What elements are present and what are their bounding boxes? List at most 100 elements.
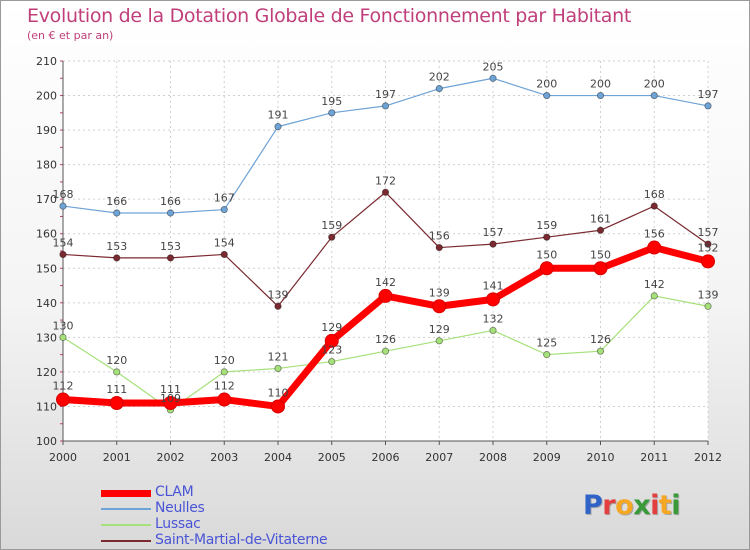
data-point-neulles <box>435 85 443 93</box>
data-point-saint-martial-de-vitaterne <box>166 254 175 262</box>
chart-title: Evolution de la Dotation Globale de Fonc… <box>27 5 632 27</box>
data-point-saint-martial-de-vitaterne <box>328 233 336 241</box>
data-label-neulles: 200 <box>536 78 557 91</box>
logo-letter: P <box>583 490 603 521</box>
data-label-saint-martial-de-vitaterne: 154 <box>53 236 74 249</box>
data-point-neulles <box>543 91 551 100</box>
legend-swatch-neulles <box>101 508 151 510</box>
x-tick-label: 2004 <box>264 451 292 464</box>
data-label-saint-martial-de-vitaterne: 157 <box>483 226 504 239</box>
data-point-lussac <box>381 347 390 355</box>
y-tick-label: 180 <box>36 159 57 172</box>
legend-swatch-saint-martial-de-vitaterne <box>101 540 151 542</box>
data-point-clam <box>432 299 447 314</box>
data-point-lussac <box>489 326 497 335</box>
data-point-lussac <box>274 364 282 373</box>
data-label-neulles: 197 <box>698 88 719 101</box>
data-point-clam <box>163 396 178 410</box>
y-tick-label: 110 <box>36 400 57 413</box>
x-tick-label: 2011 <box>640 451 668 464</box>
data-label-clam: 111 <box>160 383 181 396</box>
legend-item-lussac: Lussac <box>101 516 381 533</box>
data-label-lussac: 142 <box>644 278 665 291</box>
data-label-lussac: 130 <box>53 319 74 332</box>
y-tick-label: 130 <box>36 331 57 344</box>
data-label-lussac: 120 <box>106 354 127 367</box>
data-point-neulles <box>596 91 605 100</box>
x-tick-label: 2002 <box>157 451 185 464</box>
data-point-clam <box>109 396 124 410</box>
data-point-clam <box>701 254 715 269</box>
data-point-clam <box>647 240 662 255</box>
data-point-saint-martial-de-vitaterne <box>113 254 121 262</box>
data-point-clam <box>324 333 339 348</box>
data-point-saint-martial-de-vitaterne <box>596 226 605 234</box>
data-point-saint-martial-de-vitaterne <box>59 250 67 259</box>
data-label-neulles: 205 <box>483 60 504 73</box>
data-label-clam: 139 <box>429 286 450 299</box>
data-label-lussac: 125 <box>536 337 557 350</box>
data-point-lussac <box>596 347 605 355</box>
data-point-lussac <box>650 292 658 300</box>
legend-label-clam: CLAM <box>155 484 194 500</box>
data-label-clam: 150 <box>536 248 557 261</box>
data-label-saint-martial-de-vitaterne: 156 <box>429 230 450 243</box>
data-label-lussac: 123 <box>321 344 342 357</box>
data-point-saint-martial-de-vitaterne <box>489 240 497 248</box>
data-label-lussac: 126 <box>375 333 396 346</box>
data-label-saint-martial-de-vitaterne: 153 <box>106 240 127 253</box>
data-label-saint-martial-de-vitaterne: 159 <box>321 219 342 232</box>
y-tick-label: 210 <box>36 55 57 68</box>
data-label-saint-martial-de-vitaterne: 161 <box>590 212 611 225</box>
data-point-clam <box>378 288 393 303</box>
data-point-neulles <box>59 202 67 210</box>
y-tick-label: 150 <box>36 262 57 275</box>
data-label-lussac: 109 <box>160 392 181 405</box>
data-point-neulles <box>220 205 228 214</box>
data-point-neulles <box>113 209 121 217</box>
data-label-clam: 112 <box>214 380 235 393</box>
data-label-clam: 112 <box>53 380 74 393</box>
data-label-neulles: 168 <box>53 188 74 201</box>
chart-legend: CLAM Neulles Lussac Saint-Martial-de-Vitate… <box>101 484 381 549</box>
data-point-lussac <box>59 333 67 341</box>
data-point-lussac <box>435 337 443 345</box>
legend-label-neulles: Neulles <box>155 500 205 516</box>
data-point-clam <box>486 292 500 307</box>
legend-label-saint-martial-de-vitaterne: Saint-Martial-de-Vitaterne <box>155 532 328 548</box>
x-tick-label: 2006 <box>372 451 400 464</box>
data-point-neulles <box>166 209 175 217</box>
chart-subtitle: (en € et par an) <box>27 29 114 42</box>
legend-item-clam: CLAM <box>101 484 381 501</box>
logo-letter: i <box>671 490 681 521</box>
data-point-saint-martial-de-vitaterne <box>435 243 443 252</box>
data-label-saint-martial-de-vitaterne: 172 <box>375 174 396 187</box>
y-tick-label: 170 <box>36 193 57 206</box>
data-label-neulles: 195 <box>321 95 342 108</box>
data-point-lussac <box>543 351 551 359</box>
data-label-saint-martial-de-vitaterne: 159 <box>536 219 557 232</box>
data-label-neulles: 166 <box>160 195 181 208</box>
data-label-clam: 141 <box>483 279 504 292</box>
data-point-lussac <box>328 357 336 366</box>
y-tick-label: 100 <box>36 435 57 448</box>
data-point-clam <box>56 392 70 407</box>
x-tick-label: 2008 <box>479 451 507 464</box>
y-tick-label: 190 <box>36 124 57 137</box>
x-tick-label: 2003 <box>210 451 238 464</box>
data-point-clam <box>217 392 232 407</box>
data-label-lussac: 132 <box>483 312 504 325</box>
data-label-lussac: 126 <box>590 333 611 346</box>
legend-item-saint-martial-de-vitaterne: Saint-Martial-de-Vitaterne <box>101 532 381 549</box>
data-label-neulles: 200 <box>590 78 611 91</box>
x-tick-label: 2000 <box>49 451 77 464</box>
data-label-neulles: 200 <box>644 78 665 91</box>
data-label-neulles: 202 <box>429 71 450 84</box>
data-label-clam: 142 <box>375 276 396 289</box>
data-label-neulles: 166 <box>106 195 127 208</box>
legend-item-neulles: Neulles <box>101 500 381 517</box>
x-tick-label: 2005 <box>318 451 346 464</box>
logo-letter: i <box>650 490 659 521</box>
